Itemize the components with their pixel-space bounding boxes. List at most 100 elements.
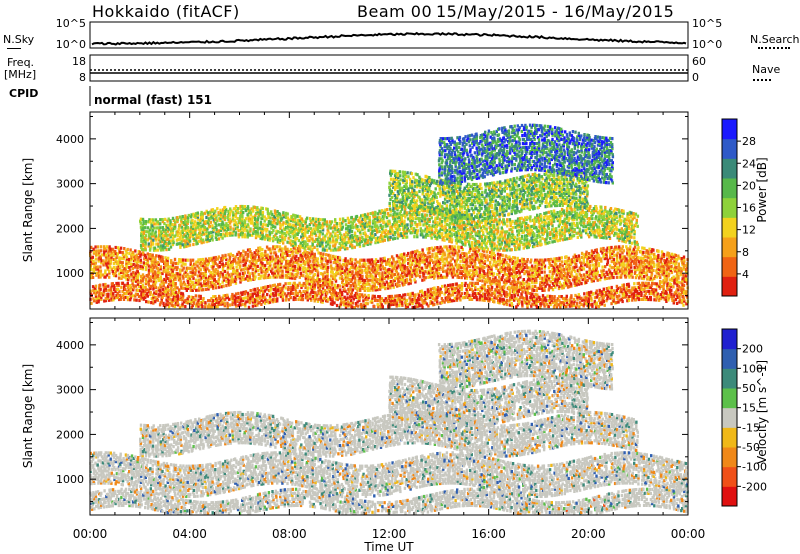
data-cell xyxy=(414,293,417,297)
data-cell xyxy=(140,276,143,280)
data-cell xyxy=(170,285,173,289)
data-cell xyxy=(471,289,475,293)
data-cell xyxy=(561,260,564,264)
data-cell xyxy=(433,302,436,306)
data-cell xyxy=(633,282,636,286)
data-cell xyxy=(306,273,309,277)
data-cell xyxy=(600,302,604,306)
data-cell xyxy=(478,296,482,300)
data-cell xyxy=(152,281,155,285)
data-cell xyxy=(563,298,566,303)
data-cell xyxy=(487,291,491,295)
data-cell xyxy=(479,294,482,298)
data-cell xyxy=(418,302,421,306)
data-cell xyxy=(279,294,283,299)
data-cell xyxy=(211,305,214,309)
data-cell xyxy=(304,286,307,290)
data-cell xyxy=(488,289,492,293)
data-cell xyxy=(242,298,245,303)
data-cell xyxy=(311,282,315,286)
data-cell xyxy=(95,296,98,300)
data-cell xyxy=(480,288,484,292)
data-cell xyxy=(244,290,248,294)
data-cell xyxy=(295,285,298,289)
data-cell xyxy=(203,225,207,229)
data-cell xyxy=(247,305,251,309)
data-cell xyxy=(157,278,160,283)
data-cell xyxy=(533,297,536,301)
data-cell xyxy=(149,255,152,259)
data-cell xyxy=(166,268,169,272)
data-cell xyxy=(451,291,455,295)
data-cell xyxy=(95,298,99,302)
data-cell xyxy=(338,256,342,260)
data-cell xyxy=(224,253,227,257)
data-cell xyxy=(420,303,423,307)
data-cell xyxy=(246,297,250,301)
data-cell xyxy=(248,260,252,264)
data-cell xyxy=(102,259,105,263)
data-cell xyxy=(645,281,648,285)
data-cell xyxy=(330,294,334,298)
data-cell xyxy=(667,296,671,300)
data-cell xyxy=(486,254,489,258)
data-cell xyxy=(652,248,655,252)
data-cell xyxy=(625,287,628,291)
data-cell xyxy=(177,260,181,264)
data-cell xyxy=(583,296,586,300)
data-cell xyxy=(659,293,662,297)
data-cell xyxy=(501,301,505,305)
data-cell xyxy=(630,294,633,298)
data-cell xyxy=(231,302,234,307)
data-cell xyxy=(256,287,259,291)
data-cell xyxy=(172,279,175,283)
data-cell xyxy=(666,285,669,289)
data-cell xyxy=(144,255,148,259)
data-cell xyxy=(156,226,160,230)
data-cell xyxy=(399,300,402,304)
data-cell xyxy=(243,271,246,275)
data-cell xyxy=(144,282,148,286)
data-cell xyxy=(132,286,136,290)
data-cell xyxy=(92,267,96,271)
data-cell xyxy=(631,296,634,300)
data-cell xyxy=(401,301,404,305)
data-cell xyxy=(144,294,148,298)
data-cell xyxy=(652,288,655,292)
data-cell xyxy=(263,289,267,293)
data-cell xyxy=(378,295,382,299)
data-cell xyxy=(225,284,228,288)
data-cell xyxy=(228,297,231,301)
data-cell xyxy=(612,257,615,261)
data-cell xyxy=(94,245,97,249)
data-cell xyxy=(468,254,472,258)
data-cell xyxy=(284,282,287,286)
data-cell xyxy=(640,291,643,295)
data-cell xyxy=(207,305,210,309)
data-cell xyxy=(560,256,563,260)
data-cell xyxy=(107,292,110,296)
data-cell xyxy=(164,260,167,264)
data-cell xyxy=(226,293,229,297)
data-cell xyxy=(574,255,578,259)
data-cell xyxy=(312,284,315,288)
data-cell xyxy=(329,298,333,302)
data-cell xyxy=(529,298,532,302)
data-cell xyxy=(221,272,224,276)
noise-min-left: 10^0 xyxy=(56,38,86,51)
data-cell xyxy=(385,280,388,284)
data-cell xyxy=(162,301,165,305)
data-cell xyxy=(333,283,337,287)
data-cell xyxy=(105,273,109,277)
data-cell xyxy=(226,301,229,305)
data-cell xyxy=(223,302,227,306)
data-cell xyxy=(541,300,544,304)
data-cell xyxy=(132,263,135,267)
data-cell xyxy=(398,283,401,288)
data-cell xyxy=(269,284,272,288)
data-cell xyxy=(266,293,269,297)
data-cell xyxy=(233,298,237,302)
data-cell xyxy=(682,273,685,277)
data-cell xyxy=(127,278,130,282)
data-cell xyxy=(181,243,184,247)
